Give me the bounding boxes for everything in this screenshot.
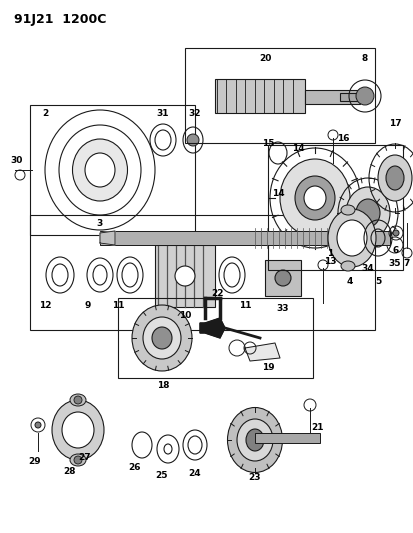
Circle shape [187,134,199,146]
Text: 23: 23 [248,473,261,482]
Text: 28: 28 [64,466,76,475]
Ellipse shape [70,394,86,406]
Text: 20: 20 [258,53,271,62]
Ellipse shape [236,419,272,461]
Ellipse shape [175,266,195,286]
Text: 31: 31 [157,109,169,117]
Text: 30: 30 [11,156,23,165]
Text: 8: 8 [361,53,367,62]
Bar [264,260,300,296]
Ellipse shape [142,317,180,359]
Ellipse shape [227,408,282,472]
Text: 35: 35 [388,259,400,268]
Text: 4: 4 [346,277,352,286]
Circle shape [74,396,82,404]
Bar [118,298,312,378]
Text: 10: 10 [178,311,191,319]
Polygon shape [244,343,279,361]
Ellipse shape [279,159,349,237]
Ellipse shape [345,187,389,239]
Circle shape [392,230,398,236]
Bar [30,105,195,235]
Circle shape [35,422,41,428]
Ellipse shape [377,155,411,201]
Text: 16: 16 [336,133,349,142]
Bar [267,145,402,270]
Text: 9: 9 [85,301,91,310]
Ellipse shape [327,209,375,267]
Ellipse shape [294,176,334,220]
Text: 26: 26 [128,464,141,472]
Text: 3: 3 [97,219,103,228]
Text: 2: 2 [42,109,48,117]
Ellipse shape [62,412,94,448]
Bar [185,48,374,143]
Text: 91J21  1200C: 91J21 1200C [14,13,106,26]
Text: 21: 21 [311,424,323,432]
Text: 15: 15 [261,139,273,148]
Bar [100,231,389,245]
Ellipse shape [85,153,115,187]
Text: 17: 17 [388,118,400,127]
Circle shape [74,456,82,464]
Bar [30,215,374,330]
Circle shape [355,87,373,105]
Text: 11: 11 [112,301,124,310]
Ellipse shape [385,166,403,190]
Text: 18: 18 [157,381,169,390]
Text: 32: 32 [188,109,201,117]
Text: 14: 14 [291,143,304,152]
Bar [154,245,214,307]
Text: 11: 11 [238,301,251,310]
Ellipse shape [52,400,104,460]
Ellipse shape [152,327,171,349]
Text: 5: 5 [374,277,380,286]
Bar [254,433,319,443]
Text: 24: 24 [188,469,201,478]
Ellipse shape [340,261,354,271]
Text: 22: 22 [211,288,224,297]
Ellipse shape [70,454,86,466]
Text: 6: 6 [392,246,398,254]
Text: 14: 14 [271,189,284,198]
Ellipse shape [336,220,366,256]
Ellipse shape [303,186,325,210]
Text: 1: 1 [326,248,332,257]
Bar [214,79,304,113]
Bar [304,90,359,104]
Ellipse shape [340,205,354,215]
Ellipse shape [274,270,290,286]
Ellipse shape [245,429,263,451]
Ellipse shape [132,305,192,371]
Ellipse shape [355,199,379,227]
Text: 29: 29 [28,456,41,465]
Text: 12: 12 [39,301,51,310]
Text: 33: 33 [276,303,289,312]
Ellipse shape [72,139,127,201]
Text: 27: 27 [78,454,91,463]
Polygon shape [199,318,224,338]
Text: 13: 13 [323,256,335,265]
Text: 25: 25 [155,471,168,480]
Text: 7: 7 [403,259,409,268]
Polygon shape [100,231,115,245]
Text: 34: 34 [361,263,373,272]
Text: 19: 19 [261,364,274,373]
Bar [339,93,369,101]
